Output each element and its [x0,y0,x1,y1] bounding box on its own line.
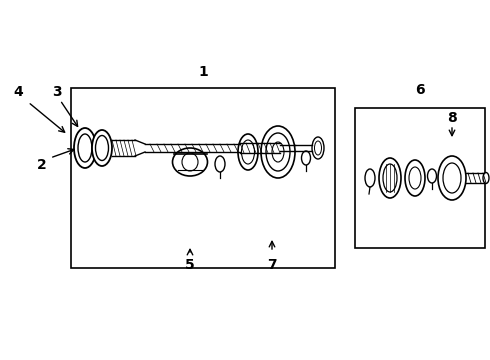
Ellipse shape [238,134,258,170]
Ellipse shape [427,169,437,183]
Ellipse shape [92,130,112,166]
Ellipse shape [74,128,96,168]
Ellipse shape [301,151,311,165]
Text: 4: 4 [13,85,23,99]
Ellipse shape [483,172,489,184]
Ellipse shape [261,126,295,178]
Ellipse shape [405,160,425,196]
Ellipse shape [96,135,108,161]
Ellipse shape [312,137,324,159]
Bar [71,88,335,268]
Text: 5: 5 [185,258,195,272]
Ellipse shape [266,133,290,171]
Ellipse shape [409,167,421,189]
Text: 8: 8 [447,111,457,125]
Text: 3: 3 [52,85,62,99]
Ellipse shape [438,156,466,200]
Ellipse shape [379,158,401,198]
Ellipse shape [242,140,254,164]
Ellipse shape [315,141,321,155]
Ellipse shape [365,169,375,187]
Ellipse shape [78,134,92,162]
Bar [355,108,485,248]
Text: 6: 6 [415,83,425,97]
Ellipse shape [182,153,198,171]
Text: 1: 1 [198,65,208,79]
Ellipse shape [215,156,225,172]
Ellipse shape [272,142,284,162]
Ellipse shape [172,148,207,176]
Text: 2: 2 [37,158,47,172]
Ellipse shape [443,163,461,193]
Text: 7: 7 [267,258,277,272]
Ellipse shape [383,164,397,192]
